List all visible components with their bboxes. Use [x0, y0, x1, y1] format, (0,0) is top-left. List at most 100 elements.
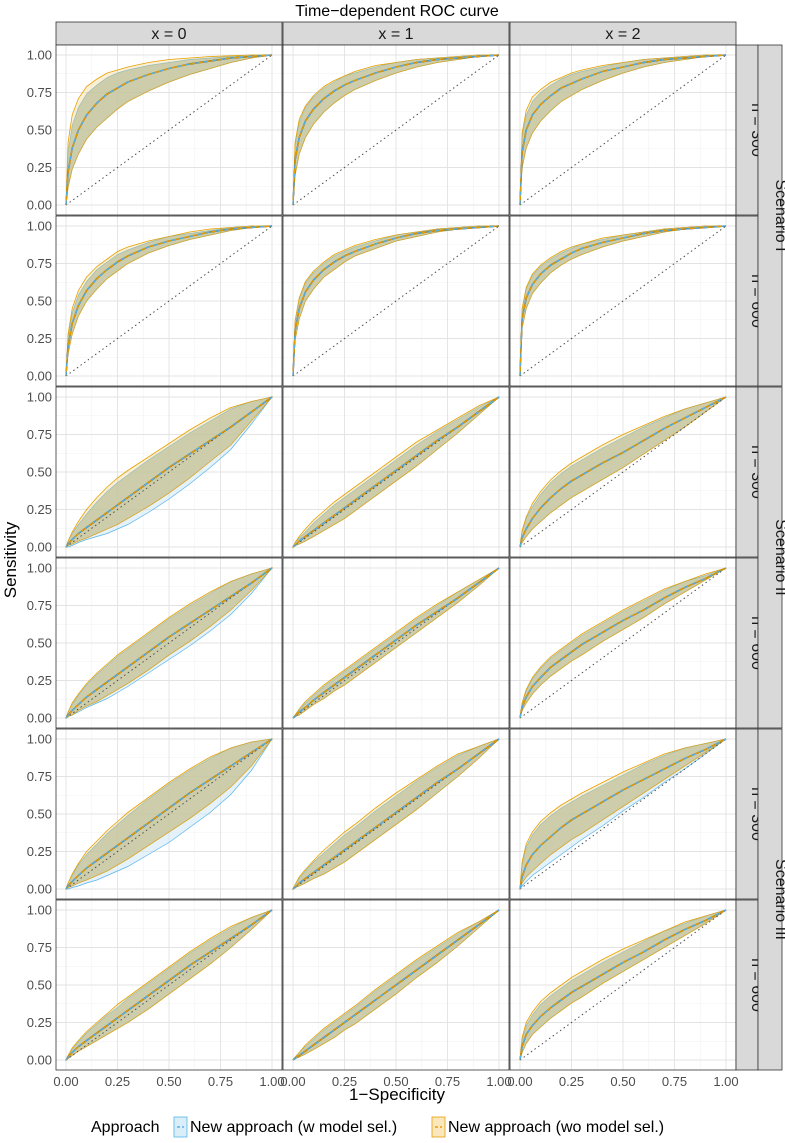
- y-tick-label: 1.00: [27, 732, 52, 747]
- column-strips: x = 0 x = 1 x = 2: [55, 21, 737, 46]
- scenario-strip-label: Scenario I: [772, 179, 785, 251]
- legend-label-w-model-sel: New approach (w model sel.): [190, 1119, 397, 1136]
- mean-curve-wo-model-sel: [519, 396, 727, 548]
- mean-curve-wo-model-sel: [519, 567, 727, 719]
- x-tick-label: 0.75: [435, 1074, 460, 1089]
- reference-diagonal: [292, 54, 500, 206]
- panel-border: [282, 728, 510, 900]
- legend-key-w-model-sel: [173, 1116, 188, 1138]
- y-tick-label: 0.50: [27, 294, 52, 309]
- reference-diagonal: [65, 225, 273, 377]
- reference-diagonal: [65, 738, 273, 890]
- x-tick-label: 0.75: [208, 1074, 233, 1089]
- y-tick-label: 0.75: [27, 85, 52, 100]
- mean-curve-w-model-sel: [65, 225, 273, 377]
- y-tick-label: 0.75: [27, 940, 52, 955]
- panel-border: [282, 899, 510, 1071]
- panel-border: [282, 215, 510, 387]
- x-tick-labels: 0.00 0.25 0.50 0.75 1.000.00 0.25 0.50 0.75 1.00…: [53, 1074, 738, 1089]
- y-tick-label: 0.00: [27, 711, 52, 726]
- x-tick-label: 0.25: [332, 1074, 357, 1089]
- y-tick-label: 0.00: [27, 1053, 52, 1068]
- x-tick-label: 0.00: [53, 1074, 78, 1089]
- mean-curve-w-model-sel: [65, 909, 273, 1061]
- mean-curve-w-model-sel: [519, 54, 727, 206]
- y-tick-label: 0.75: [27, 427, 52, 442]
- panel: [282, 557, 510, 729]
- x-tick-label: 1.00: [486, 1074, 511, 1089]
- scenario-strips: Scenario I Scenario II Scenario III: [757, 44, 785, 1071]
- mean-curve-wo-model-sel: [292, 396, 500, 548]
- mean-curve-wo-model-sel: [65, 54, 273, 206]
- reference-diagonal: [519, 396, 727, 548]
- scenario-strip: [757, 44, 783, 387]
- y-tick-label: 0.25: [27, 673, 52, 688]
- x-axis-title: 1−Specificity: [349, 1085, 445, 1104]
- y-tick-label: 0.50: [27, 978, 52, 993]
- mean-curve-w-model-sel: [519, 396, 727, 548]
- plot-panels: [55, 44, 737, 1071]
- legend: Approach New approach (w model sel.) New…: [91, 1116, 664, 1138]
- scenario-strip: [757, 728, 783, 1071]
- mean-curve-wo-model-sel: [65, 567, 273, 719]
- scenario-strip-label: Scenario III: [772, 859, 785, 940]
- panel: [282, 728, 510, 900]
- band-overlap: [520, 397, 726, 547]
- mean-curve-wo-model-sel: [519, 54, 727, 206]
- mean-curve-wo-model-sel: [519, 909, 727, 1061]
- y-tick-label: 0.50: [27, 465, 52, 480]
- panel: [55, 557, 283, 729]
- panel-border: [55, 386, 283, 558]
- reference-diagonal: [519, 54, 727, 206]
- figure-title: Time−dependent ROC curve: [295, 3, 499, 20]
- mean-curve-wo-model-sel: [292, 909, 500, 1061]
- band-overlap: [66, 55, 272, 205]
- panel-border: [282, 557, 510, 729]
- x-tick-label: 1.00: [259, 1074, 284, 1089]
- panel: [282, 44, 510, 216]
- y-tick-label: 1.00: [27, 903, 52, 918]
- panel-border: [55, 728, 283, 900]
- panel: [55, 728, 283, 900]
- mean-curve-wo-model-sel: [65, 909, 273, 1061]
- x-tick-label: 0.50: [156, 1074, 181, 1089]
- reference-diagonal: [65, 54, 273, 206]
- reference-diagonal: [519, 738, 727, 890]
- panel: [282, 386, 510, 558]
- band-overlap: [293, 55, 499, 205]
- legend-label-wo-model-sel: New approach (wo model sel.): [448, 1119, 664, 1136]
- y-tick-label: 0.25: [27, 502, 52, 517]
- x-tick-label: 0.50: [383, 1074, 408, 1089]
- reference-diagonal: [292, 225, 500, 377]
- y-tick-label: 0.50: [27, 807, 52, 822]
- mean-curve-w-model-sel: [65, 54, 273, 206]
- mean-curve-wo-model-sel: [292, 738, 500, 890]
- panel: [282, 215, 510, 387]
- x-tick-label: 0.50: [610, 1074, 635, 1089]
- reference-diagonal: [519, 225, 727, 377]
- mean-curve-wo-model-sel: [65, 396, 273, 548]
- x-tick-label: 0.00: [280, 1074, 305, 1089]
- mean-curve-w-model-sel: [519, 567, 727, 719]
- y-tick-label: 0.50: [27, 123, 52, 138]
- panel: [509, 728, 737, 900]
- x-tick-label: 0.00: [507, 1074, 532, 1089]
- panel: [55, 44, 283, 216]
- legend-key-wo-model-sel: [431, 1116, 446, 1138]
- y-tick-label: 0.00: [27, 540, 52, 555]
- y-tick-label: 0.75: [27, 256, 52, 271]
- panel-border: [55, 215, 283, 387]
- panel: [509, 215, 737, 387]
- y-tick-label: 1.00: [27, 48, 52, 63]
- panel: [509, 44, 737, 216]
- y-tick-label: 0.25: [27, 1015, 52, 1030]
- y-tick-label: 0.25: [27, 844, 52, 859]
- panel: [282, 899, 510, 1071]
- y-tick-labels: 0.00 0.25 0.50 0.75 1.00 0.00 0.25 0.50 0.75 1.00…: [27, 48, 52, 1068]
- mean-curve-wo-model-sel: [65, 738, 273, 890]
- y-tick-label: 0.75: [27, 769, 52, 784]
- col-strip-label: x = 0: [151, 26, 186, 43]
- y-tick-label: 1.00: [27, 390, 52, 405]
- panel: [509, 557, 737, 729]
- x-tick-label: 0.75: [662, 1074, 687, 1089]
